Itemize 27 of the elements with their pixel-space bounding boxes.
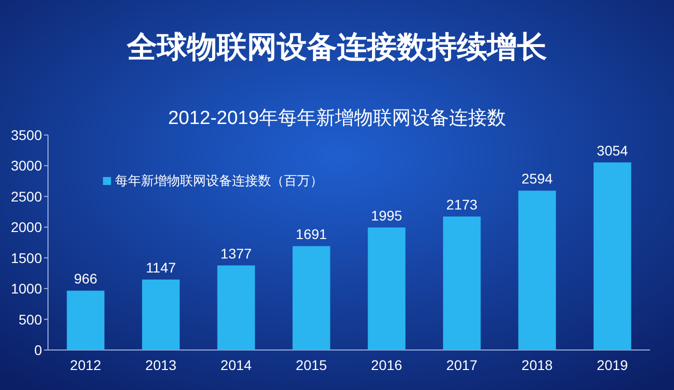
legend-label: 每年新增物联网设备连接数（百万）: [115, 173, 323, 188]
chart-title: 全球物联网设备连接数持续增长: [126, 31, 547, 64]
y-tick-label: 3500: [10, 127, 42, 143]
x-tick-label: 2015: [296, 357, 328, 373]
y-tick-label: 1500: [10, 250, 42, 266]
data-label: 966: [74, 270, 98, 287]
data-label: 2173: [446, 196, 478, 213]
x-tick-label: 2019: [596, 357, 628, 373]
y-tick-label: 0: [34, 342, 42, 358]
x-tick-label: 2012: [70, 357, 102, 373]
data-label: 1995: [371, 207, 402, 224]
y-tick-label: 500: [18, 311, 42, 328]
data-label: 1377: [220, 245, 252, 262]
x-tick-label: 2017: [446, 357, 478, 373]
chart-subtitle: 2012-2019年每年新增物联网设备连接数: [168, 107, 506, 129]
data-label: 2594: [522, 170, 553, 187]
x-tick-label: 2013: [145, 357, 177, 373]
y-tick-label: 2500: [10, 188, 42, 204]
x-tick-label: 2014: [220, 357, 252, 373]
data-label: 3054: [596, 142, 628, 158]
x-tick-label: 2018: [522, 357, 553, 373]
y-tick-label: 1000: [10, 280, 42, 297]
x-tick-label: 2016: [371, 357, 402, 373]
data-label: 1147: [146, 260, 176, 276]
y-tick-label: 2000: [10, 219, 42, 236]
data-label: 1691: [296, 226, 328, 242]
y-tick-label: 3000: [10, 158, 42, 174]
